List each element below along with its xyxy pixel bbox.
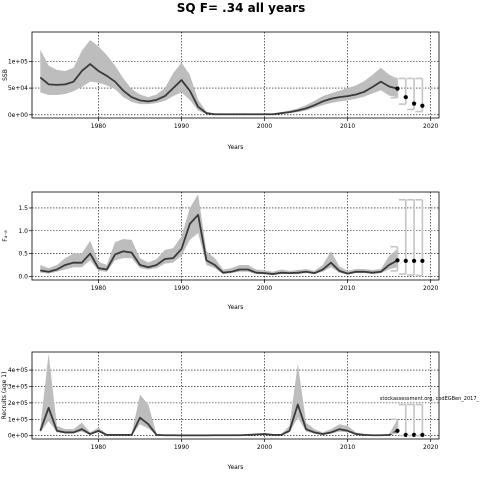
y-axis-label: SSB <box>2 69 9 81</box>
y-tick-label-4: 4e+05 <box>8 367 28 374</box>
y-tick-label-0: 0.0 <box>18 273 28 280</box>
y-axis-label: F₄₋₈ <box>2 230 9 242</box>
x-tick-label-1: 1990 <box>174 285 189 292</box>
x-tick-label-3: 2010 <box>340 444 355 451</box>
y-tick-label-1: 0.5 <box>18 251 28 258</box>
projection-point-3 <box>420 103 425 108</box>
x-tick-label-4: 2020 <box>423 285 438 292</box>
recruits-panel: 1980 1990 2000 2010 2020 0e+00 1e+05 2e+05 3e+05… <box>1 351 480 471</box>
estimate-line <box>40 213 398 275</box>
x-tick-label-0: 1980 <box>91 444 106 451</box>
projection-point-2 <box>411 432 417 437</box>
projection-point-2 <box>411 101 417 106</box>
confidence-band <box>40 194 398 275</box>
x-tick-label-0: 1980 <box>91 123 106 130</box>
y-axis-label: Recruits (age 1) <box>1 372 8 420</box>
projection-point-3 <box>420 258 425 263</box>
x-tick-label-4: 2020 <box>423 123 438 130</box>
y-tick-label-2: 1e+05 <box>8 58 28 65</box>
x-tick-label-1: 1990 <box>174 123 189 130</box>
x-tick-label-2: 2000 <box>257 123 272 130</box>
y-tick-label-0: 0e+00 <box>8 433 28 440</box>
projection-point-3 <box>420 432 425 437</box>
estimate-line <box>39 403 398 437</box>
plot-frame <box>31 31 440 119</box>
estimate-line <box>39 63 398 116</box>
x-tick-label-1: 1990 <box>174 444 189 451</box>
projection-point-1 <box>403 432 408 437</box>
y-tick-label-2: 2e+05 <box>8 400 28 407</box>
ssb-panel: 1980 1990 2000 2010 2020 0e+00 5e+04 1e+05 Years… <box>2 31 440 151</box>
projection-point-0 <box>395 86 400 91</box>
confidence-band <box>40 40 398 115</box>
x-tick-label-0: 1980 <box>91 285 106 292</box>
f-panel: 1980 1990 2000 2010 2020 0.0 0.5 1.0 1.5 Years F₄₋… <box>2 191 440 311</box>
x-axis-label: Years <box>227 304 244 311</box>
plot-frame <box>31 191 440 281</box>
plot-frame <box>31 351 440 440</box>
source-annotation: stockassessment.org, codEGBen_2017_ <box>380 396 480 402</box>
x-tick-label-2: 2000 <box>257 285 272 292</box>
projection-point-1 <box>403 95 408 100</box>
confidence-band <box>40 353 398 436</box>
y-tick-label-1: 1e+05 <box>8 416 28 423</box>
x-axis-label: Years <box>227 144 244 151</box>
x-tick-label-3: 2010 <box>340 123 355 130</box>
y-tick-label-2: 1.0 <box>18 228 28 235</box>
projection-point-1 <box>403 258 408 263</box>
x-tick-label-4: 2020 <box>423 444 438 451</box>
x-tick-label-3: 2010 <box>340 285 355 292</box>
y-tick-label-3: 1.5 <box>18 205 28 212</box>
projection-point-2 <box>411 258 417 263</box>
x-axis-label: Years <box>227 464 244 471</box>
projection-point-0 <box>395 428 400 433</box>
y-tick-label-1: 5e+04 <box>8 85 28 92</box>
figure-title: SQ F= .34 all years <box>177 1 306 15</box>
projection-point-0 <box>395 258 400 263</box>
y-tick-label-0: 0e+00 <box>8 112 28 119</box>
x-tick-label-2: 2000 <box>257 444 272 451</box>
y-tick-label-3: 3e+05 <box>8 383 28 390</box>
